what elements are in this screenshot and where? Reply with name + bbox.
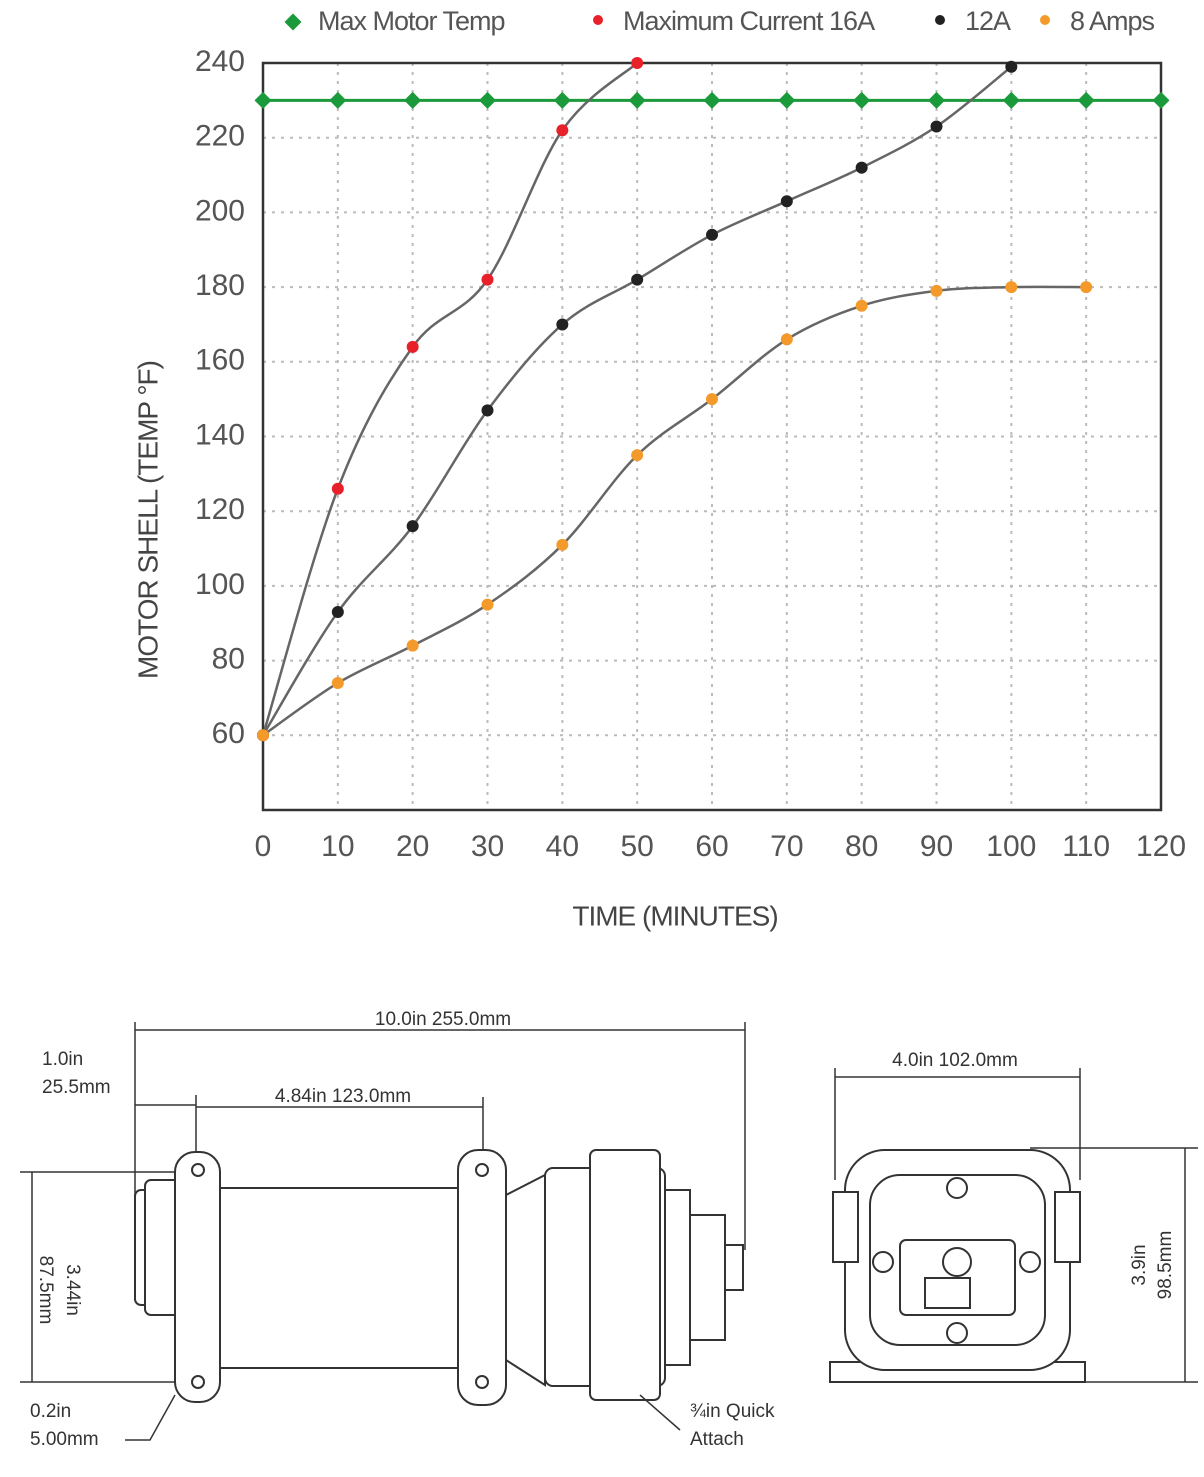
point (481, 273, 494, 286)
x-tick-label: 0 (255, 830, 272, 863)
x-tick-label: 110 (1062, 830, 1110, 863)
x-tick-label: 40 (546, 830, 579, 863)
point (1002, 91, 1020, 109)
x-tick-label: 10 (321, 830, 354, 863)
point (706, 228, 718, 241)
x-tick-label: 120 (1136, 830, 1186, 863)
series-line (262, 285, 1087, 737)
dimension: 10.0in 255.0mm (375, 1009, 511, 1030)
y-tick-label: 220 (195, 120, 245, 153)
point (703, 91, 721, 109)
x-tick-label: 80 (845, 830, 878, 863)
dimension: 4.0in 102.0mm (892, 1050, 1018, 1071)
point (556, 318, 569, 331)
point (331, 677, 344, 690)
point (780, 195, 793, 208)
point (631, 273, 644, 286)
y-tick-label: 180 (195, 269, 245, 302)
point (855, 299, 868, 312)
legend-label: 8 Amps (1070, 6, 1155, 36)
dimension: 1.0in (42, 1049, 83, 1070)
y-tick-label: 160 (195, 344, 245, 377)
dimension: 0.2in (30, 1401, 71, 1422)
y-tick-label: 80 (212, 643, 245, 676)
point (331, 482, 344, 495)
dimension: 98.5mm (1155, 1231, 1176, 1300)
point (406, 340, 419, 353)
point (855, 161, 868, 174)
x-tick-label: 20 (396, 830, 429, 863)
point (331, 606, 344, 619)
point (928, 91, 945, 109)
x-tick-label: 60 (695, 830, 728, 863)
dimension: 3.44in (62, 1264, 83, 1316)
legend-label: Max Motor Temp (318, 6, 505, 36)
callout: ¾in Quick (690, 1401, 775, 1422)
point (853, 91, 871, 109)
x-tick-label: 50 (620, 830, 653, 863)
point (778, 91, 796, 109)
x-tick-label: 30 (471, 830, 504, 863)
point (254, 91, 272, 109)
y-tick-label: 200 (195, 194, 245, 227)
dimension: 4.84in 123.0mm (275, 1086, 411, 1107)
drawing-labels: 10.0in 255.0mm 1.0in 25.5mm 4.84in 123.0… (30, 1009, 1176, 1450)
point (631, 57, 644, 69)
point (628, 91, 646, 109)
point (406, 639, 419, 652)
x-axis-title: TIME (MINUTES) (572, 900, 777, 931)
point (706, 393, 718, 406)
dimension: 87.5mm (35, 1256, 56, 1325)
point (1005, 281, 1018, 294)
point (329, 91, 347, 109)
point (479, 91, 496, 109)
y-tick-label: 60 (212, 717, 245, 750)
point (481, 598, 494, 611)
dimension: 3.9in (1129, 1244, 1150, 1285)
point (1152, 91, 1170, 109)
legend-label: 12A (965, 6, 1011, 36)
legend-marker (284, 13, 302, 31)
point (257, 729, 269, 742)
y-tick-label: 120 (195, 493, 245, 526)
point (556, 538, 569, 551)
dimension: 25.5mm (42, 1077, 111, 1098)
point (553, 91, 571, 109)
y-tick-label: 240 (195, 45, 245, 78)
legend-marker (593, 15, 603, 25)
x-tick-label: 70 (770, 830, 803, 863)
callout: Attach (690, 1429, 744, 1450)
legend-label: Maximum Current 16A (623, 6, 875, 36)
point (631, 449, 644, 462)
point (481, 404, 494, 417)
point (404, 91, 422, 109)
y-tick-label: 140 (195, 418, 245, 451)
point (930, 120, 943, 133)
plot-frame (261, 61, 1163, 812)
dimension: 5.00mm (30, 1429, 99, 1450)
y-tick-label: 100 (195, 568, 245, 601)
legend-marker (1040, 15, 1050, 25)
series-line (261, 62, 639, 736)
point (780, 333, 793, 346)
point (406, 520, 419, 533)
point (930, 284, 943, 297)
series-line (261, 65, 1013, 736)
y-axis-title: MOTOR SHELL (TEMP °F) (132, 361, 163, 679)
point (1005, 60, 1018, 73)
legend-marker (935, 15, 945, 25)
pump-drawing (20, 1022, 1198, 1441)
x-tick-label: 90 (920, 830, 953, 863)
x-tick-label: 100 (986, 830, 1036, 863)
point (1080, 281, 1093, 294)
point (1077, 91, 1095, 109)
point (556, 124, 569, 137)
